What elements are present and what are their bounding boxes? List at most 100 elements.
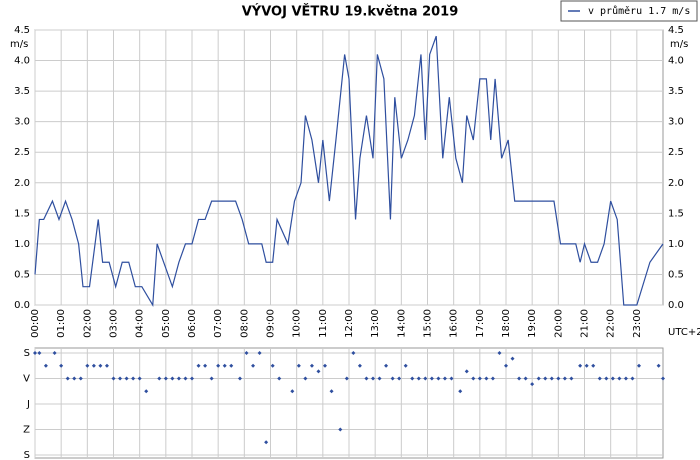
direction-point [578, 363, 583, 368]
direction-point [264, 440, 269, 445]
direction-point [244, 351, 249, 355]
direction-point [91, 363, 96, 368]
direction-point [296, 363, 301, 368]
x-tick-label: 16:00 [449, 309, 460, 338]
x-tick-label: 05:00 [161, 309, 172, 338]
x-tick-label: 01:00 [56, 309, 67, 338]
direction-point [630, 376, 635, 381]
x-tick-label: 22:00 [606, 309, 617, 338]
y-tick-label: 1.0 [14, 239, 30, 250]
direction-point [477, 376, 482, 381]
direction-point [316, 369, 321, 374]
x-tick-label: 02:00 [82, 309, 93, 338]
y-tick-label: 0.0 [14, 300, 30, 311]
y-tick-label: 3.0 [14, 117, 30, 128]
direction-point [196, 363, 201, 368]
y-tick-label-right: 2.0 [668, 178, 684, 189]
x-tick-label: 08:00 [239, 309, 250, 338]
direction-point [510, 356, 515, 361]
y-tick-label: S [24, 348, 30, 359]
direction-point [277, 376, 282, 381]
direction-point [104, 363, 109, 368]
y-axis-label-right: m/s [670, 39, 688, 50]
direction-point [170, 376, 175, 381]
direction-point [584, 363, 589, 368]
direction-point [72, 376, 77, 381]
x-tick-label: 03:00 [109, 309, 120, 338]
direction-point [203, 363, 208, 368]
direction-point [429, 376, 434, 381]
y-tick-label: 4.5 [14, 25, 30, 36]
x-tick-label: 17:00 [475, 309, 486, 338]
direction-point [59, 363, 64, 368]
direction-point [416, 376, 421, 381]
direction-point [131, 376, 136, 381]
direction-point [163, 376, 168, 381]
direction-point [176, 376, 181, 381]
y-tick-label: 4.0 [14, 56, 30, 67]
direction-point [229, 363, 234, 368]
direction-point [251, 363, 256, 368]
direction-point [556, 376, 561, 381]
direction-point [484, 376, 489, 381]
direction-point [523, 376, 528, 381]
x-tick-label: 00:00 [30, 309, 41, 338]
y-tick-label: V [23, 374, 30, 385]
direction-point [124, 376, 129, 381]
direction-point [390, 376, 395, 381]
y-tick-label-right: 2.5 [668, 147, 684, 158]
direction-point [436, 376, 441, 381]
direction-point [118, 376, 123, 381]
direction-point [410, 376, 415, 381]
y-tick-label-right: 1.5 [668, 208, 684, 219]
y-tick-label-right: 0.0 [668, 300, 684, 311]
direction-point [257, 351, 262, 355]
direction-point [397, 376, 402, 381]
y-tick-label-right: 3.0 [668, 117, 684, 128]
direction-point [591, 363, 596, 368]
direction-point [329, 389, 334, 394]
direction-point [562, 376, 567, 381]
direction-point [364, 376, 369, 381]
legend-box [560, 0, 698, 22]
x-tick-label: 23:00 [632, 309, 643, 338]
y-tick-label: S [24, 450, 30, 460]
y-tick-label: 0.5 [14, 269, 30, 280]
direction-point [137, 376, 142, 381]
x-tick-label: 21:00 [580, 309, 591, 338]
direction-point [370, 376, 375, 381]
x-tick-label: 19:00 [527, 309, 538, 338]
direction-point [303, 376, 308, 381]
y-tick-label: 1.5 [14, 208, 30, 219]
direction-point [65, 376, 70, 381]
y-tick-label: 2.0 [14, 178, 30, 189]
direction-point [549, 376, 554, 381]
direction-point [237, 376, 242, 381]
direction-point [190, 376, 194, 381]
direction-point [458, 389, 463, 394]
direction-point [78, 376, 83, 381]
y-tick-label-right: 0.5 [668, 269, 684, 280]
direction-point [569, 376, 574, 381]
y-tick-label-right: 4.5 [668, 25, 684, 36]
direction-point [33, 351, 37, 355]
direction-point [309, 363, 314, 368]
direction-point [471, 376, 476, 381]
direction-point [209, 376, 214, 381]
y-tick-label: 2.5 [14, 147, 30, 158]
timezone-note: UTC+2 [668, 327, 700, 338]
x-tick-label: 13:00 [370, 309, 381, 338]
direction-point [216, 363, 221, 368]
x-tick-label: 18:00 [501, 309, 512, 338]
direction-point [530, 382, 535, 387]
y-tick-label-right: 4.0 [668, 56, 684, 67]
wind-line [34, 35, 664, 307]
direction-point [384, 363, 389, 368]
chart-title: VÝVOJ VĚTRU 19.května 2019 [242, 4, 459, 20]
direction-point [144, 389, 149, 394]
direction-point [597, 376, 602, 381]
direction-point [517, 376, 522, 381]
direction-point [37, 351, 42, 355]
direction-point [323, 363, 328, 368]
legend: v průměru 1.7 m/s [560, 0, 698, 22]
